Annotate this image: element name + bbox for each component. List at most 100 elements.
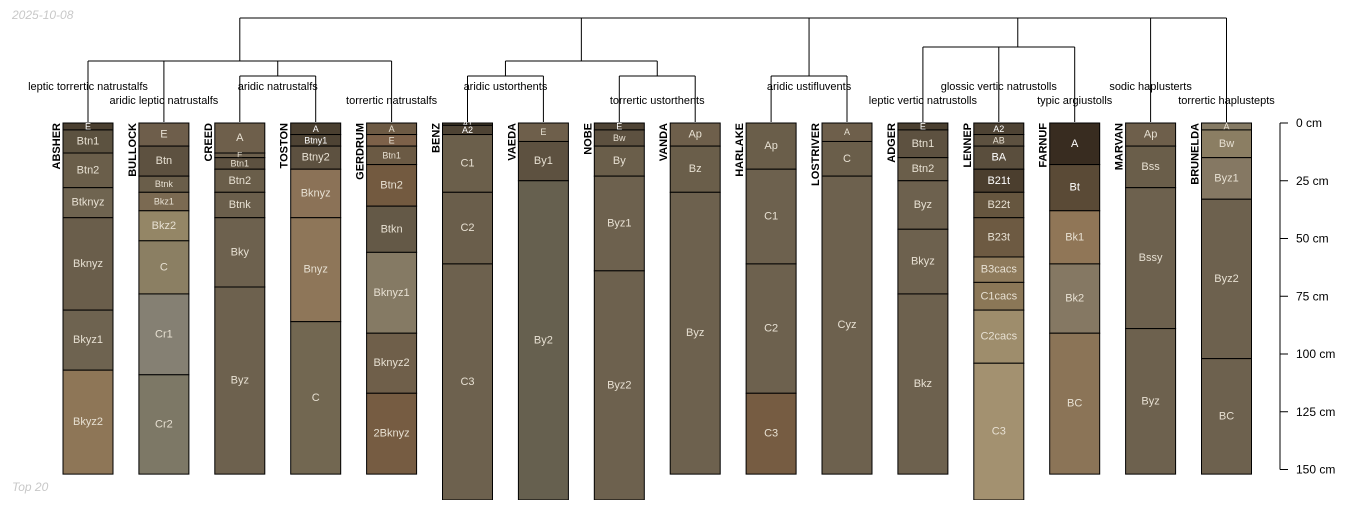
- horizon-block: [1201, 198, 1252, 360]
- horizon-label: BA: [991, 152, 1006, 164]
- horizon-label: Byz: [1141, 395, 1159, 407]
- horizon-label: C3: [764, 428, 778, 440]
- horizon-block: [897, 293, 949, 475]
- taxonomy-group-label: leptic torrertic natrustalfs: [28, 81, 148, 93]
- horizon-label: Cr2: [155, 418, 173, 430]
- horizon-block: [1201, 157, 1252, 200]
- horizon-label: Btn: [156, 155, 173, 167]
- horizon-label: E: [920, 121, 926, 131]
- horizon-label: B22t: [987, 199, 1010, 211]
- horizon-label: Bknyz: [301, 187, 331, 199]
- horizon-label: Bss: [1141, 161, 1160, 173]
- horizon-label: Byz1: [1214, 172, 1238, 184]
- horizon-block: [138, 240, 190, 295]
- profile-name: BENZ: [431, 123, 443, 153]
- horizon-label: Btknyz: [71, 197, 104, 209]
- horizon-label: Btn1: [912, 138, 935, 150]
- horizon-block: [669, 191, 721, 475]
- horizon-label: Byz: [914, 199, 932, 211]
- horizon-label: Btn2: [228, 175, 251, 187]
- horizon-block: [1201, 358, 1252, 475]
- horizon-label: Bkyz2: [73, 416, 103, 428]
- horizon-block: [1201, 129, 1252, 159]
- horizon-label: Bk2: [1065, 293, 1084, 305]
- horizon-label: Cr1: [155, 328, 173, 340]
- horizon-block: [1049, 263, 1101, 334]
- horizon-label: Btn1: [231, 158, 250, 168]
- horizon-label: E: [616, 121, 622, 131]
- horizon-label: Btn2: [912, 163, 935, 175]
- date-label: 2025-10-08: [12, 8, 74, 22]
- horizon-label: Byz2: [1214, 273, 1238, 285]
- horizon-label: A: [313, 124, 319, 134]
- depth-tick-label: 125 cm: [1296, 405, 1335, 419]
- horizon-label: C3: [460, 376, 474, 388]
- horizon-label: Bnyz: [303, 264, 327, 276]
- horizon-block: [593, 175, 645, 272]
- profile-name: CREED: [203, 123, 215, 162]
- horizon-label: Bk1: [1065, 231, 1084, 243]
- horizon-label: C2cacs: [980, 331, 1017, 343]
- horizon-block: [821, 140, 873, 177]
- horizon-label: E: [85, 121, 91, 131]
- horizon-label: C2: [764, 323, 778, 335]
- horizon-block: [593, 270, 645, 501]
- horizon-block: [745, 392, 797, 475]
- horizon-label: Bknyz1: [374, 287, 410, 299]
- horizon-label: Byz1: [607, 217, 631, 229]
- horizon-block: [1049, 164, 1101, 212]
- horizon-label: C1: [764, 211, 778, 223]
- horizon-block: [138, 145, 190, 177]
- horizon-label: C: [160, 261, 168, 273]
- horizon-label: C2: [460, 222, 474, 234]
- profile-name: TOSTON: [279, 123, 291, 168]
- depth-tick-label: 25 cm: [1296, 174, 1329, 188]
- taxonomy-group-label: typic argiustolls: [1037, 95, 1113, 107]
- horizon-label: Bknyz2: [374, 357, 410, 369]
- horizon-label: BC: [1067, 398, 1082, 410]
- depth-tick-label: 0 cm: [1296, 116, 1322, 130]
- horizon-label: A: [1223, 121, 1229, 131]
- horizon-label: C3: [992, 426, 1006, 438]
- horizon-label: BC: [1219, 410, 1234, 422]
- horizon-block: [366, 392, 418, 475]
- horizon-label: B3cacs: [981, 264, 1018, 276]
- footer-label: Top 20: [12, 480, 49, 494]
- horizon-block: [897, 228, 949, 295]
- horizon-label: By2: [534, 334, 553, 346]
- horizon-block: [138, 374, 190, 475]
- profile-name: ABSHER: [51, 123, 63, 170]
- horizon-label: Bky: [231, 246, 250, 258]
- horizon-label: Btkn: [381, 223, 403, 235]
- taxonomy-group-label: torrertic natrustalfs: [346, 95, 438, 107]
- depth-tick-label: 100 cm: [1296, 347, 1335, 361]
- horizon-label: Bkz1: [154, 197, 174, 207]
- taxonomy-group-label: aridic ustorthents: [464, 81, 548, 93]
- horizon-label: C: [843, 153, 851, 165]
- profile-name: VAEDA: [506, 123, 518, 161]
- horizon-block: [62, 217, 114, 311]
- taxonomy-group-label: sodic haplusterts: [1109, 81, 1192, 93]
- horizon-label: A2: [462, 125, 473, 135]
- horizon-block: [366, 164, 418, 207]
- horizon-label: E: [540, 127, 546, 137]
- profile-name: BRUNELDA: [1190, 123, 1202, 185]
- horizon-block: [897, 180, 949, 230]
- horizon-label: AB: [993, 135, 1005, 145]
- horizon-block: [214, 286, 266, 475]
- horizon-block: [973, 362, 1025, 501]
- taxonomy-group-label: torrertic haplustepts: [1178, 95, 1275, 107]
- horizon-label: C1: [460, 157, 474, 169]
- horizon-block: [1125, 145, 1177, 189]
- profile-name: GERDRUM: [355, 123, 367, 180]
- depth-tick-label: 150 cm: [1296, 463, 1335, 477]
- horizon-block: [366, 332, 418, 394]
- horizon-label: B23t: [987, 231, 1010, 243]
- horizon-block: [442, 263, 493, 501]
- horizon-block: [442, 134, 493, 193]
- taxonomy-group-label: aridic leptic natrustalfs: [109, 95, 218, 107]
- horizon-block: [973, 256, 1025, 283]
- profile-name: NOBE: [582, 123, 594, 155]
- horizon-label: Bw: [1219, 138, 1234, 150]
